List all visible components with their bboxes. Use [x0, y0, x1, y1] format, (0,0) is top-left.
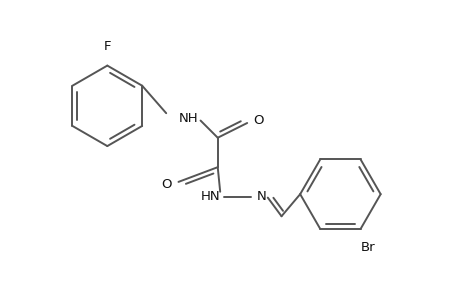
Text: Br: Br [360, 241, 375, 254]
Text: O: O [161, 178, 172, 191]
Text: N: N [257, 190, 266, 203]
Text: F: F [103, 40, 111, 53]
Text: NH: NH [178, 112, 198, 124]
Text: O: O [253, 114, 263, 127]
Text: HN: HN [200, 190, 220, 203]
